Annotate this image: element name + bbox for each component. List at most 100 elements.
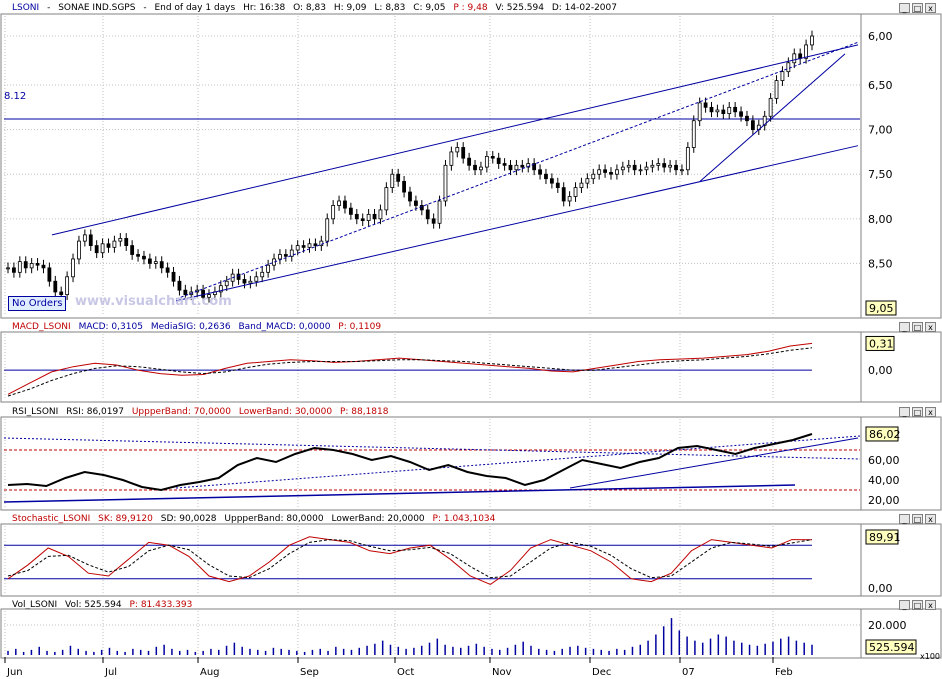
channel-upper-line xyxy=(51,44,859,236)
stoch-close-button[interactable]: x xyxy=(925,514,936,524)
low: L: 8,83 xyxy=(374,3,406,13)
candle-body xyxy=(609,172,613,175)
macd-minimize-button[interactable]: _ xyxy=(899,322,910,332)
price-axis-label: 7,00 xyxy=(868,124,893,137)
macd-line xyxy=(7,342,813,395)
vol-panel-buttons: _ □ x xyxy=(899,600,936,610)
macd-panel-buttons: _ □ x xyxy=(899,322,936,332)
candle-body xyxy=(745,115,749,122)
stoch-sk: SK: 89,9120 xyxy=(98,514,153,524)
prev: P : 9,48 xyxy=(453,3,488,13)
month-label-Sep: Sep xyxy=(300,667,319,678)
stoch-sk-line xyxy=(7,536,813,585)
candle-body xyxy=(532,163,537,171)
vol-close-button[interactable]: x xyxy=(925,600,936,610)
no-orders-badge[interactable]: No Orders xyxy=(8,296,67,311)
stoch-axis-label-zero: 0,00 xyxy=(868,582,893,595)
rsi-upper: UppperBand: 70,0000 xyxy=(131,407,231,417)
candle-body xyxy=(289,249,294,257)
candle-body xyxy=(414,200,418,206)
candle-body xyxy=(6,267,10,270)
candle-body xyxy=(810,35,814,46)
candle-body xyxy=(183,289,188,296)
candle-body xyxy=(520,164,525,168)
candle-body xyxy=(301,245,306,248)
candle-body xyxy=(366,213,371,222)
rsi-trend-dashed-upper xyxy=(3,437,861,460)
candle-body xyxy=(88,234,93,246)
panel-frame xyxy=(0,523,942,597)
candle-body xyxy=(71,258,75,278)
main-panel-buttons: _ □ x xyxy=(899,3,936,13)
macd-band: Band_MACD: 0,0000 xyxy=(238,322,331,332)
rsi-p: P: 88,1818 xyxy=(339,407,389,417)
candle-body xyxy=(585,178,590,184)
symbol-name: SONAE IND.SGPS xyxy=(58,3,136,13)
candle-body xyxy=(278,254,282,260)
candle-body xyxy=(484,155,489,168)
stoch-axis-label-last: 89,91 xyxy=(869,531,901,544)
rsi-minimize-button[interactable]: _ xyxy=(899,407,910,417)
candle-body xyxy=(118,238,123,242)
vol-minimize-button[interactable]: _ xyxy=(899,600,910,610)
candle-body xyxy=(94,245,99,254)
vol-maximize-button[interactable]: □ xyxy=(912,600,923,610)
rsi-axis-label: 40,00 xyxy=(868,474,900,487)
candle-body xyxy=(29,263,34,269)
candle-body xyxy=(177,280,182,291)
candle-body xyxy=(77,240,81,260)
close-button[interactable]: x xyxy=(925,3,936,13)
macd-maximize-button[interactable]: □ xyxy=(912,322,923,332)
stoch-panel-buttons: _ □ x xyxy=(899,514,936,524)
stoch-maximize-button[interactable]: □ xyxy=(912,514,923,524)
candle-body xyxy=(147,258,152,264)
candle-body xyxy=(502,163,507,166)
month-label-Nov: Nov xyxy=(492,667,512,678)
macd-name: MACD_LSONI xyxy=(12,322,71,332)
minimize-button[interactable]: _ xyxy=(899,3,910,13)
rsi-lower: LowerBand: 30,0000 xyxy=(238,407,333,417)
candle-body xyxy=(408,191,412,202)
vol-header: Vol_LSONI Vol: 525.594 P: 81.433.393 xyxy=(0,599,197,611)
price-axis-label: 6,50 xyxy=(868,79,893,92)
rsi-trend-dashed-mid xyxy=(175,435,861,489)
candle-body xyxy=(313,243,318,246)
candle-body xyxy=(266,264,271,273)
rsi-axis-label: 60,00 xyxy=(868,454,900,467)
date: D: 14-02-2007 xyxy=(551,3,617,13)
candle-body xyxy=(680,169,684,172)
rsi-name: RSI_LSONI xyxy=(12,407,59,417)
hline-label: 8.12 xyxy=(4,91,27,102)
month-label-Jul: Jul xyxy=(104,667,117,678)
rsi-close-button[interactable]: x xyxy=(925,407,936,417)
period: End of day 1 days xyxy=(154,3,236,13)
maximize-button[interactable]: □ xyxy=(912,3,923,13)
candle-body xyxy=(774,80,779,99)
candle-body xyxy=(786,62,791,73)
candle-body xyxy=(343,200,347,209)
rsi-maximize-button[interactable]: □ xyxy=(912,407,923,417)
stoch-minimize-button[interactable]: _ xyxy=(899,514,910,524)
macd-axis-label-last: 0,31 xyxy=(869,337,894,350)
trend-support-line xyxy=(699,53,846,182)
candle-body xyxy=(644,166,649,171)
price-axis-label: 7,50 xyxy=(868,168,893,181)
rsi-axis-label: 20,00 xyxy=(868,494,900,507)
stoch-name: Stochastic_LSONI xyxy=(12,514,91,524)
candle-body xyxy=(685,147,690,171)
rsi-header: RSI_LSONI RSI: 86,0197 UppperBand: 70,00… xyxy=(0,406,393,418)
macd-signal-line xyxy=(7,347,813,397)
candle-body xyxy=(615,169,619,175)
macd-close-button[interactable]: x xyxy=(925,322,936,332)
vol-axis-label: 20.000 xyxy=(868,619,907,632)
open: O: 8,83 xyxy=(293,3,326,13)
stoch-p: P: 1.043,1034 xyxy=(432,514,496,524)
candle-body xyxy=(573,187,578,197)
candle-body xyxy=(224,280,229,287)
candle-body xyxy=(449,151,454,166)
candle-body xyxy=(561,187,566,202)
candle-body xyxy=(325,218,330,242)
candle-body xyxy=(106,243,111,248)
candle-body xyxy=(490,155,495,159)
stoch-lower: LowerBand: 20,0000 xyxy=(331,514,425,524)
